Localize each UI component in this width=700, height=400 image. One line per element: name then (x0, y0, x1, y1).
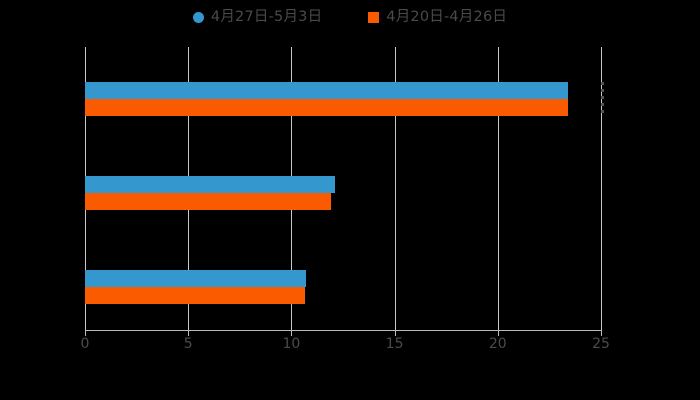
legend-item-series-1[interactable]: 4月20日-4月26日 (368, 10, 507, 25)
x-tick-10 (291, 330, 293, 336)
x-tick-label-10: 10 (282, 336, 301, 352)
chart-legend: 4月27日-5月3日 4月20日-4月26日 (0, 6, 700, 28)
bar-group-2 (85, 270, 601, 304)
gridline-25 (601, 47, 602, 330)
gridline-20 (497, 47, 499, 330)
x-tick-label-5: 5 (183, 336, 193, 352)
x-axis-line (85, 330, 602, 331)
bar-0-series-0[interactable] (85, 82, 568, 99)
x-tick-label-20: 20 (488, 336, 507, 352)
x-tick-5 (188, 330, 190, 336)
bar-1-series-0[interactable] (85, 176, 335, 193)
legend-item-series-0[interactable]: 4月27日-5月3日 (192, 8, 323, 25)
bar-1-series-1[interactable] (85, 193, 331, 210)
plot-area (85, 47, 602, 330)
legend-label-series-0: 4月27日-5月3日 (210, 8, 323, 25)
x-tick-20 (497, 330, 499, 336)
legend-swatch-square-icon (368, 11, 380, 23)
bar-0-series-1[interactable] (85, 99, 568, 116)
x-tick-25 (601, 330, 602, 336)
legend-swatch-circle-icon (192, 11, 204, 23)
x-tick-15 (394, 330, 396, 336)
bar-2-series-1[interactable] (85, 287, 305, 304)
gridline-15 (394, 47, 396, 330)
x-tick-label-0: 0 (80, 336, 90, 352)
x-tick-0 (85, 330, 86, 336)
plot-edge-dash-marks (601, 82, 604, 116)
x-tick-label-25: 25 (592, 336, 610, 352)
bar-2-series-0[interactable] (85, 270, 306, 287)
bar-group-0 (85, 82, 601, 116)
bar-group-1 (85, 176, 601, 210)
legend-label-series-1: 4月20日-4月26日 (386, 8, 508, 25)
x-tick-label-15: 15 (385, 336, 404, 352)
